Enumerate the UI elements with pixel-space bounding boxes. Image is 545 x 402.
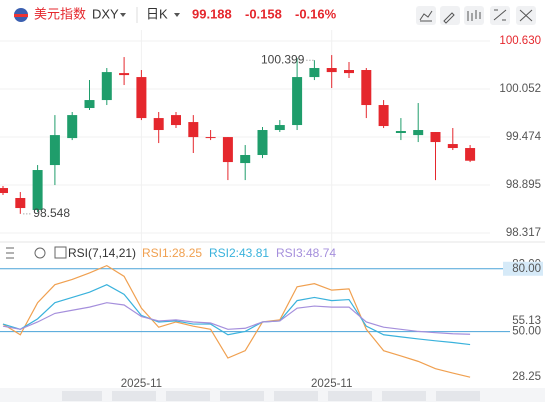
tool-icon [493,9,507,21]
legend-entry: RSI2:43.81 [209,246,269,260]
candle-body [326,68,337,73]
candle-body [395,131,406,134]
candle-body [292,77,303,126]
candle-body [274,125,285,131]
scroll-segment[interactable] [274,391,318,401]
rsi-line [2,264,471,378]
candle-body [84,100,95,109]
price: 99.188 [192,6,232,21]
tool-icon [519,9,533,22]
scroll-segment[interactable] [220,391,264,401]
y-tick-label: 55.13 [512,315,541,327]
change: -0.158 [245,6,282,21]
rsi-line [2,302,471,335]
candle-body [361,70,372,106]
candle-body [15,198,26,209]
tool-icon [467,10,481,21]
candle-body [309,68,320,78]
candle-body [67,115,78,139]
dropdown-arrow[interactable] [120,13,126,17]
y-tick-label: 99.474 [506,131,542,143]
candle-body [257,130,268,156]
scroll-segment[interactable] [62,391,102,401]
candle-body [119,73,130,76]
candle-body [188,122,199,138]
y-tick-label: 100.052 [499,83,541,95]
candle-body [101,72,112,101]
annotation-label: 100.399 [261,52,305,66]
candle-body [153,118,164,131]
x-tick-label: 2025-11 [311,378,352,390]
scroll-segment[interactable] [112,391,156,401]
candle-body [205,137,216,139]
legend-entry: RSI1:28.25 [142,246,202,260]
scroll-segment[interactable] [328,391,372,401]
candle-body [0,188,8,194]
candle-body [240,155,251,164]
period[interactable]: 日K [146,6,168,21]
scroll-thumbs [62,391,480,401]
candle-body [413,130,424,136]
collapse-icon[interactable] [6,247,14,259]
candle-body [344,70,354,74]
candle-body [222,137,233,163]
symbol[interactable]: DXY [92,6,119,21]
legend-entry: RSI3:48.74 [276,246,336,260]
tool-button[interactable] [464,6,484,25]
candle-body [32,170,43,211]
candle-body [136,77,147,119]
tool-icon [443,12,455,24]
tool-icon [419,10,433,22]
y-tick-label: 50.00 [512,326,541,338]
symbol-name[interactable]: 美元指数 [34,6,86,21]
annotation-label: 98.548 [33,206,70,220]
candle-body [49,135,60,166]
tick-highlight [503,261,543,276]
x-tick-label: 2025-11 [121,378,162,390]
y-tick-label: 100.630 [499,35,541,47]
candle-body [465,148,476,161]
candle-body [447,144,458,149]
candle-body [378,105,389,127]
scroll-segment[interactable] [382,391,426,401]
dropdown-arrow[interactable] [174,13,180,17]
change-pct: -0.16% [295,6,337,21]
toolbar-buttons [416,6,536,25]
scroll-segment[interactable] [166,391,210,401]
y-tick-label: 98.895 [506,179,541,191]
indicator-icon[interactable] [54,246,67,259]
rsi-line [2,284,471,346]
settings-icon[interactable] [34,247,46,259]
flag-stripe [14,14,28,17]
y-tick-label: 98.317 [506,227,541,239]
y-tick-label: 80.00 [512,263,541,275]
indicator-label: RSI(7,14,21) [68,246,136,260]
y-tick-label: 28.25 [512,371,541,383]
scroll-segment[interactable] [436,391,480,401]
candle-body [430,132,441,143]
candle-body [171,115,181,126]
